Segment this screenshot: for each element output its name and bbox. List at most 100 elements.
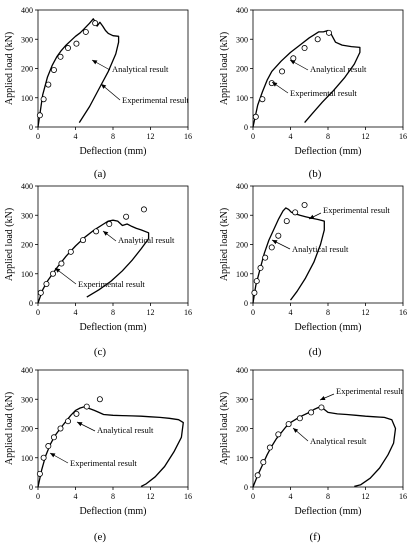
- data-point-analytical: [67, 248, 74, 255]
- data-point-analytical: [266, 444, 273, 451]
- data-point-analytical: [83, 403, 90, 410]
- panel-label: (b): [309, 168, 322, 180]
- annotation-arrowhead: [50, 453, 56, 458]
- x-tick-label: 8: [326, 492, 330, 501]
- x-tick-label: 4: [289, 308, 293, 317]
- x-tick-label: 12: [362, 492, 370, 501]
- x-tick-label: 4: [74, 132, 78, 141]
- data-point-analytical: [123, 213, 130, 220]
- y-tick-label: 0: [244, 483, 248, 492]
- data-point-analytical: [252, 113, 259, 120]
- y-tick-label: 400: [21, 366, 33, 375]
- x-tick-label: 16: [399, 308, 407, 317]
- y-tick-label: 0: [244, 299, 248, 308]
- data-point-analytical: [57, 425, 64, 432]
- series-line-experimental: [252, 29, 361, 128]
- y-tick-label: 200: [236, 241, 248, 250]
- data-point-analytical: [260, 459, 267, 466]
- data-point-analytical: [58, 260, 65, 267]
- data-point-analytical: [325, 29, 332, 36]
- annotation-label: Experimental result: [290, 88, 357, 98]
- x-tick-label: 12: [147, 308, 155, 317]
- chart-panel-6: 0 100 200 300 400 0 4 8 12 16 Deflection (mm) Appli…: [219, 366, 407, 543]
- data-point-analytical: [296, 415, 303, 422]
- data-point-analytical: [290, 55, 297, 62]
- data-point-analytical: [259, 96, 266, 103]
- y-axis-label: Applied load (kN): [4, 32, 15, 105]
- y-tick-label: 0: [29, 123, 33, 132]
- y-tick-label: 100: [236, 94, 248, 103]
- x-tick-label: 4: [289, 492, 293, 501]
- data-point-analytical: [50, 434, 57, 441]
- annotation-arrowhead: [103, 231, 109, 236]
- y-axis-label: Applied load (kN): [219, 32, 230, 105]
- x-tick-label: 0: [251, 492, 255, 501]
- annotation-arrowhead: [77, 422, 83, 427]
- data-point-analytical: [262, 254, 269, 261]
- x-axis-label: Deflection (mm): [295, 146, 362, 157]
- data-point-analytical: [253, 278, 260, 285]
- annotation-label: Analytical result: [310, 436, 367, 446]
- chart-panel-1: 0 100 200 300 400 0 4 8 12 16 Deflection (mm) Appli…: [4, 6, 192, 180]
- data-point-analytical: [92, 20, 99, 27]
- x-tick-label: 16: [399, 492, 407, 501]
- x-tick-label: 0: [251, 308, 255, 317]
- data-point-analytical: [50, 270, 57, 277]
- data-point-analytical: [82, 28, 89, 35]
- annotation-label: Experimental result: [336, 386, 403, 396]
- x-tick-label: 12: [147, 132, 155, 141]
- y-tick-label: 300: [236, 35, 248, 44]
- y-tick-label: 0: [29, 483, 33, 492]
- data-point-analytical: [268, 244, 275, 251]
- x-tick-label: 0: [251, 132, 255, 141]
- data-point-analytical: [40, 96, 47, 103]
- x-tick-label: 4: [74, 492, 78, 501]
- chart-panel-5: 0 100 200 300 400 0 4 8 12 16 Deflection (mm) Appli…: [4, 366, 192, 543]
- x-tick-label: 8: [111, 308, 115, 317]
- data-point-analytical: [96, 396, 103, 403]
- panel-label: (a): [94, 168, 107, 180]
- data-point-analytical: [45, 81, 52, 88]
- data-point-analytical: [36, 112, 43, 119]
- y-tick-label: 200: [21, 425, 33, 434]
- y-axis-label: Applied load (kN): [219, 392, 230, 465]
- series-line-experimental: [37, 18, 120, 128]
- data-point-analytical: [254, 472, 261, 479]
- y-tick-label: 400: [21, 182, 33, 191]
- annotation-arrowhead: [290, 60, 296, 65]
- y-tick-label: 0: [244, 123, 248, 132]
- chart-panel-3: 0 100 200 300 400 0 4 8 12 16 Deflection (mm) Appli…: [4, 182, 192, 358]
- y-tick-label: 100: [21, 94, 33, 103]
- panel-label: (e): [94, 531, 107, 543]
- data-point-analytical: [57, 53, 64, 60]
- y-axis-label: Applied load (kN): [4, 208, 15, 281]
- annotation-arrowhead: [272, 82, 278, 87]
- annotation-label: Experimental result: [122, 95, 189, 105]
- y-tick-label: 100: [236, 454, 248, 463]
- y-tick-label: 400: [236, 366, 248, 375]
- data-point-analytical: [73, 410, 80, 417]
- data-point-analytical: [50, 66, 57, 73]
- y-axis-label: Applied load (kN): [4, 392, 15, 465]
- x-axis-label: Deflection (mm): [80, 322, 147, 333]
- data-point-analytical: [318, 404, 325, 411]
- series-line-experimental: [37, 405, 184, 488]
- y-tick-label: 300: [21, 35, 33, 44]
- x-tick-label: 0: [36, 132, 40, 141]
- y-tick-label: 200: [236, 425, 248, 434]
- y-tick-label: 400: [21, 6, 33, 15]
- data-point-analytical: [279, 68, 286, 75]
- y-tick-label: 300: [21, 211, 33, 220]
- data-point-analytical: [80, 237, 87, 244]
- x-tick-label: 4: [289, 132, 293, 141]
- chart-panel-2: 0 100 200 300 400 0 4 8 12 16 Deflection (mm) Appli…: [219, 6, 407, 180]
- annotation-label: Analytical result: [118, 235, 175, 245]
- panel-label: (c): [94, 346, 107, 358]
- annotation-label: Experimental result: [323, 205, 390, 215]
- data-point-analytical: [65, 45, 72, 52]
- y-tick-label: 200: [21, 65, 33, 74]
- panel-label: (d): [309, 346, 322, 358]
- x-tick-label: 8: [326, 132, 330, 141]
- x-tick-label: 8: [111, 492, 115, 501]
- y-tick-label: 400: [236, 182, 248, 191]
